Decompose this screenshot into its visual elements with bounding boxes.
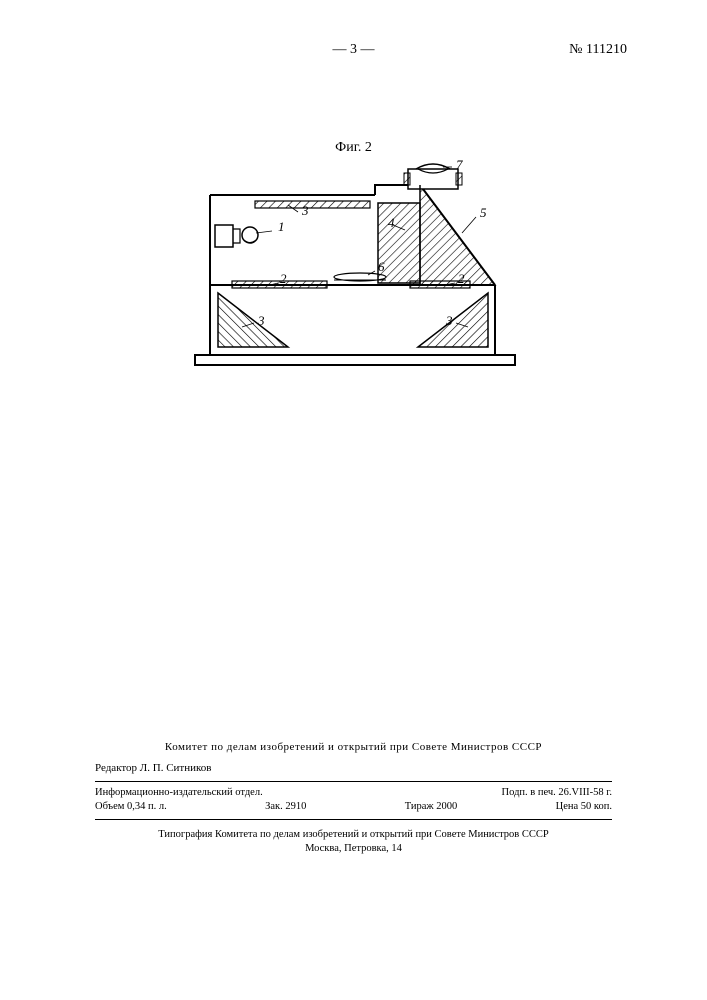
eyepiece-right — [456, 173, 462, 185]
base-plate — [195, 355, 515, 365]
eyepiece-left — [404, 173, 410, 185]
eyepiece-body — [408, 169, 458, 189]
prism-5 — [420, 185, 495, 285]
page-number: — 3 — — [333, 42, 375, 58]
committee-line: Комитет по делам изобретений и открытий … — [95, 740, 612, 755]
footer-block: Комитет по делам изобретений и открытий … — [95, 740, 612, 855]
order: Зак. 2910 — [265, 800, 306, 815]
price: Цена 50 коп. — [556, 800, 612, 815]
label-3: 3 — [301, 203, 309, 218]
tirage: Тираж 2000 — [405, 800, 458, 815]
technical-figure: 1 2 2 3 3 3 4 5 6 7 — [160, 155, 540, 395]
label-6: 6 — [378, 259, 385, 274]
info-dept: Информационно-издательский отдел. — [95, 786, 263, 801]
diagram-svg: 1 2 2 3 3 3 4 5 6 7 — [160, 155, 540, 395]
label-7: 7 — [456, 157, 463, 172]
mirror-bottom-right — [418, 293, 488, 347]
document-number: № 111210 — [569, 42, 627, 58]
label-4: 4 — [388, 215, 395, 230]
label-2b: 2 — [458, 271, 465, 286]
print-date: Подп. в печ. 26.VIII-58 г. — [502, 786, 612, 801]
figure-caption: Фиг. 2 — [335, 140, 372, 156]
info-row-2: Объем 0,34 п. л. Зак. 2910 Тираж 2000 Це… — [95, 800, 612, 815]
label-2: 2 — [280, 271, 287, 286]
label-3b: 3 — [257, 313, 265, 328]
leader-1 — [256, 231, 272, 233]
typography-line-1: Типография Комитета по делам изобретений… — [95, 828, 612, 842]
volume: Объем 0,34 п. л. — [95, 800, 167, 815]
label-3c: 3 — [445, 313, 453, 328]
glass-top — [255, 201, 370, 208]
info-row-1: Информационно-издательский отдел. Подп. … — [95, 786, 612, 801]
leader-5 — [462, 217, 476, 233]
typography-line-2: Москва, Петровка, 14 — [95, 842, 612, 856]
lamp-socket — [233, 229, 240, 243]
info-box: Информационно-издательский отдел. Подп. … — [95, 781, 612, 820]
editor-line: Редактор Л. П. Ситников — [95, 761, 612, 776]
mirror-bottom-left — [218, 293, 288, 347]
label-1: 1 — [278, 219, 285, 234]
lamp-holder — [215, 225, 233, 247]
label-5: 5 — [480, 205, 487, 220]
